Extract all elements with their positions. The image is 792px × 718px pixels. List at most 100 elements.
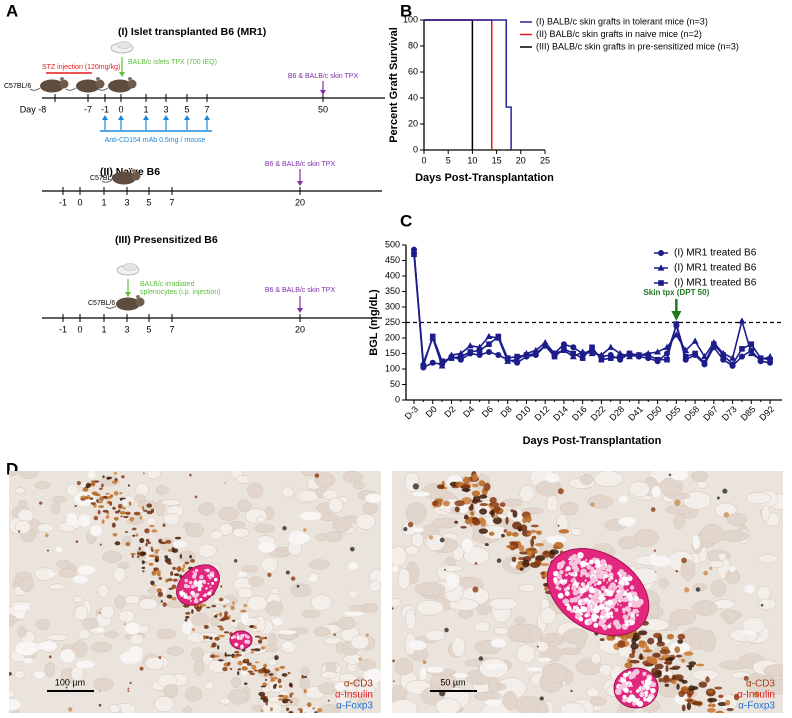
islet-cell (622, 694, 627, 699)
cd3-cell (109, 501, 113, 506)
tissue-cell (47, 634, 69, 641)
scattered-cell (392, 680, 395, 683)
cd3-cell (505, 516, 509, 525)
mouse-head (95, 79, 105, 89)
islet-cell (596, 563, 601, 568)
islet-cell (580, 612, 584, 616)
cd3-cell (281, 673, 288, 677)
tissue-cell (682, 491, 711, 510)
cd3-cell (672, 665, 681, 669)
islet-cell (189, 600, 192, 602)
islet-cell (203, 580, 206, 583)
islet-cell (564, 598, 570, 605)
islet-cell (630, 615, 636, 621)
cd3-cell (442, 500, 450, 507)
cd3-cell (89, 497, 94, 500)
tissue-vacuole (618, 495, 628, 503)
cd3-cell (260, 646, 266, 650)
tissue-cell (17, 508, 34, 523)
timeline-label: -1 (101, 104, 109, 114)
cd3-cell (656, 641, 665, 647)
arrow-head (163, 115, 169, 120)
tissue-cell (355, 513, 376, 530)
islet-cell (209, 585, 212, 588)
cd3-cell (725, 699, 731, 706)
islet-cell (193, 585, 195, 588)
islet-cell (580, 554, 583, 557)
tissue-cell (103, 631, 119, 638)
cd3-cell (184, 618, 188, 622)
cd3-cell (455, 481, 464, 487)
tissue-cell (699, 630, 717, 652)
cd3-cell (698, 681, 708, 688)
tissue-cell (473, 691, 500, 701)
tissue-cell (587, 495, 614, 509)
islet-cell (622, 610, 626, 614)
islet-cell (210, 571, 215, 575)
cd3-cell (164, 555, 169, 559)
cd3-cell (156, 588, 162, 593)
cd3-cell (647, 637, 655, 645)
islet-cell (630, 613, 635, 618)
tissue-cell (129, 634, 145, 646)
cd3-cell (125, 511, 131, 515)
cd3-cell (132, 534, 136, 537)
data-point (570, 344, 577, 351)
cd3-cell (153, 567, 159, 571)
islet-cell (566, 605, 572, 611)
cd3-cell (647, 656, 658, 664)
tissue-cell (518, 583, 536, 593)
data-point (654, 348, 662, 355)
cd3-cell (454, 500, 465, 507)
scattered-cell (76, 480, 82, 486)
mouse-body (116, 297, 140, 311)
strain-label: C57BL/6 (4, 83, 31, 90)
tissue-cell (14, 669, 25, 679)
islet-cell (580, 560, 587, 568)
cd3-cell (128, 501, 132, 506)
scattered-cell (93, 515, 99, 521)
cd3-cell (534, 542, 544, 547)
islet-cell (559, 579, 564, 585)
scattered-cell (496, 558, 502, 563)
tissue-cell (405, 609, 417, 630)
cd3-cell (652, 652, 661, 658)
islet-cell (607, 624, 612, 629)
treatment-label: Anti-CD154 mAb 0.5mg / mouse (105, 137, 206, 144)
tissue-cell (516, 644, 536, 664)
tissue-cell (352, 481, 365, 490)
data-point (579, 348, 587, 355)
islet-cell (573, 608, 577, 612)
islet-cell (582, 582, 586, 586)
islet-cell (594, 582, 597, 586)
scattered-cell (98, 690, 101, 693)
cd3-cell (117, 503, 123, 509)
islet-tpx-label: BALB/c islets TPX (700 IEQ) (128, 59, 217, 66)
cd3-cell (182, 564, 186, 569)
islet-cell (600, 609, 607, 616)
scattered-cell (44, 533, 49, 538)
scattered-cell (98, 611, 102, 615)
cd3-cell (117, 509, 121, 513)
cd3-cell (119, 498, 123, 501)
cd3-cell (624, 662, 633, 669)
tissue-vacuole (365, 493, 381, 504)
cd3-cell (218, 597, 224, 602)
timeline-label: -1 (59, 197, 67, 207)
tissue-vacuole (461, 538, 473, 553)
islet-cell (195, 593, 198, 596)
cd3-cell (253, 669, 259, 672)
data-point (542, 342, 548, 349)
cd3-cell (209, 636, 213, 640)
tissue-cell (439, 565, 464, 572)
y-tick-label: 0 (413, 144, 418, 154)
islet-cell (625, 581, 630, 586)
scattered-cell (303, 528, 307, 532)
timeline-label: -1 (59, 324, 67, 334)
cd3-cell (270, 707, 273, 712)
timeline-label: 5 (184, 104, 189, 114)
cd3-cell (642, 649, 653, 653)
islet-cell (589, 602, 593, 606)
cd3-cell (164, 558, 172, 564)
cd3-cell (303, 675, 308, 678)
